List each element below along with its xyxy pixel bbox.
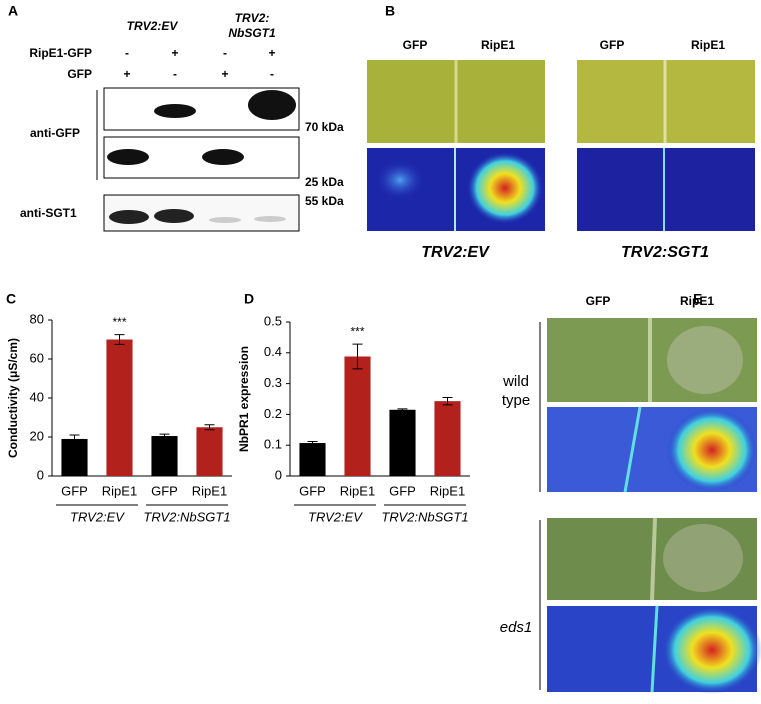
- lane-label: GFP: [403, 38, 428, 52]
- bar: [61, 438, 88, 476]
- group-label: TRV2:NbSGT1: [143, 509, 230, 524]
- bar: [434, 401, 461, 476]
- error-bar: [159, 433, 170, 439]
- error-bar: [352, 343, 363, 370]
- marker-label: 55 kDa: [305, 194, 344, 208]
- lane-label: RipE1: [680, 294, 714, 308]
- column-header: TRV2:EV: [127, 19, 179, 33]
- error-bar: [69, 434, 80, 444]
- column-header: TRV2:: [235, 11, 270, 25]
- sign: -: [173, 67, 177, 81]
- bar: [389, 409, 416, 476]
- x-tick-label: RipE1: [430, 483, 465, 498]
- band: [254, 216, 286, 222]
- band: [209, 217, 241, 223]
- error-bar: [397, 408, 408, 412]
- y-tick-label: 20: [30, 428, 44, 443]
- x-tick-label: GFP: [389, 483, 416, 498]
- y-axis-label: NbPR1 expression: [237, 346, 251, 452]
- significance: ***: [350, 324, 364, 338]
- panel-label: B: [385, 3, 395, 19]
- band: [154, 209, 194, 223]
- x-tick-label: GFP: [299, 483, 326, 498]
- band: [107, 149, 149, 165]
- y-axis-label: Conductivity (μS/cm): [6, 338, 20, 458]
- x-tick-label: RipE1: [340, 483, 375, 498]
- bar: [106, 339, 133, 476]
- significance: ***: [112, 315, 126, 329]
- panel-label: E: [693, 291, 702, 307]
- column-header: NbSGT1: [228, 26, 276, 40]
- sign: -: [270, 67, 274, 81]
- y-tick-label: 0: [275, 467, 282, 482]
- y-tick-label: 0: [37, 467, 44, 482]
- bar: [151, 436, 178, 476]
- y-tick-label: 0.2: [264, 406, 282, 421]
- row-label: GFP: [67, 67, 92, 81]
- band: [109, 210, 149, 224]
- lane-label: RipE1: [691, 38, 725, 52]
- antibody-label: anti-GFP: [30, 126, 80, 140]
- y-tick-label: 0.1: [264, 437, 282, 452]
- error-bar: [442, 396, 453, 406]
- band: [248, 90, 296, 120]
- antibody-label: anti-SGT1: [20, 206, 77, 220]
- band: [202, 149, 244, 165]
- y-tick-label: 0.4: [264, 344, 282, 359]
- lane-label: GFP: [600, 38, 625, 52]
- panel-label: C: [6, 291, 16, 307]
- group-label: TRV2:EV: [308, 509, 363, 524]
- bar: [299, 443, 326, 476]
- error-bar: [204, 424, 215, 431]
- bar: [196, 427, 223, 476]
- x-tick-label: RipE1: [102, 483, 137, 498]
- group-label: TRV2:EV: [70, 509, 125, 524]
- panel-label: A: [8, 3, 18, 19]
- bar: [344, 356, 371, 476]
- row-label: RipE1-GFP: [29, 46, 92, 60]
- caption: TRV2:SGT1: [621, 244, 709, 261]
- panel-label: D: [244, 291, 254, 307]
- marker-label: 70 kDa: [305, 120, 344, 134]
- sign: -: [223, 46, 227, 60]
- row-label: type: [502, 392, 530, 409]
- sign: +: [171, 46, 178, 60]
- lane-label: GFP: [586, 294, 611, 308]
- row-label: wild: [502, 373, 529, 390]
- band: [154, 104, 196, 118]
- error-bar: [307, 441, 318, 446]
- lane-label: RipE1: [481, 38, 515, 52]
- error-bar: [114, 334, 125, 345]
- sign: +: [123, 67, 130, 81]
- caption: TRV2:EV: [421, 244, 490, 261]
- x-tick-label: RipE1: [192, 483, 227, 498]
- group-label: TRV2:NbSGT1: [381, 509, 468, 524]
- sign: -: [125, 46, 129, 60]
- sign: +: [221, 67, 228, 81]
- y-tick-label: 40: [30, 389, 44, 404]
- row-label: eds1: [500, 619, 533, 636]
- y-tick-label: 60: [30, 350, 44, 365]
- leaf-heatmap: [577, 148, 755, 231]
- y-tick-label: 0.3: [264, 375, 282, 390]
- marker-label: 25 kDa: [305, 175, 344, 189]
- x-tick-label: GFP: [151, 483, 178, 498]
- y-tick-label: 80: [30, 311, 44, 326]
- y-tick-label: 0.5: [264, 313, 282, 328]
- x-tick-label: GFP: [61, 483, 88, 498]
- sign: +: [268, 46, 275, 60]
